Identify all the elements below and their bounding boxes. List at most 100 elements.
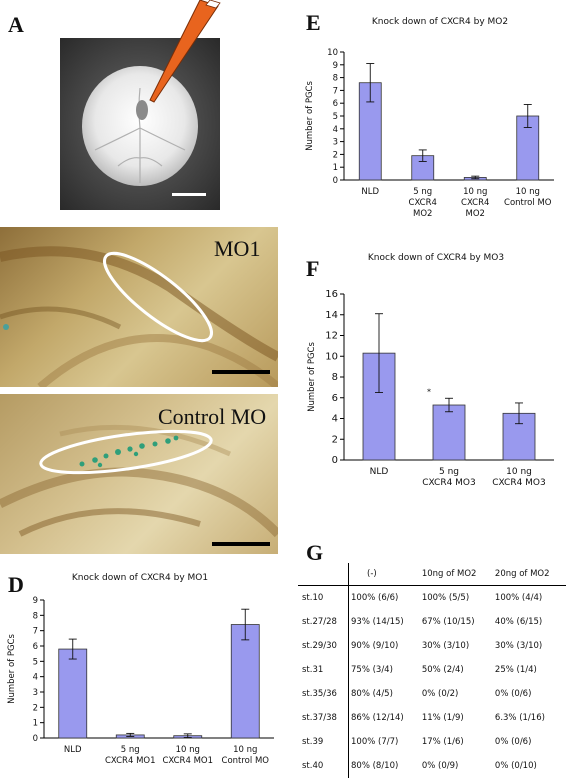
control-mo-label: Control MO — [158, 404, 267, 429]
bar — [230, 624, 260, 739]
scale-bar-b — [212, 370, 270, 374]
embryo-mo1-photo — [0, 227, 278, 387]
x-category-label: NLD — [370, 467, 389, 477]
y-tick-label: 8 — [33, 611, 38, 621]
panel-label-e: E — [306, 10, 321, 35]
table-cell: 0% (0/6) — [494, 689, 532, 699]
table-cell: 100% (7/7) — [351, 737, 399, 747]
x-category-label: MO2 — [413, 209, 432, 219]
table-row: st.35/36 80% (4/5) 0% (0/2) 0% (0/6) — [298, 682, 566, 706]
table-cell: 93% (14/15) — [351, 617, 404, 627]
chart-title: Knock down of CXCR4 by MO1 — [72, 573, 208, 583]
y-tick-label: 6 — [333, 99, 338, 109]
table-row: st.39 100% (7/7) 17% (1/6) 0% (0/6) — [298, 730, 566, 754]
y-tick-label: 4 — [333, 125, 338, 135]
x-category-label: 10 ng — [463, 187, 487, 197]
table-cell: 0% (0/6) — [494, 737, 532, 747]
table-cell: 90% (9/10) — [351, 641, 399, 651]
x-category-label: 5 ng — [413, 187, 432, 197]
table-cell: 100% (6/6) — [351, 593, 399, 603]
chart-title: Knock down of CXCR4 by MO3 — [368, 253, 504, 263]
y-tick-label: 10 — [325, 351, 338, 362]
table-cell: 0% (0/9) — [421, 761, 459, 771]
y-tick-label: 2 — [33, 703, 38, 713]
panel-label-f: F — [306, 256, 320, 281]
table-cell: 0% (0/2) — [421, 689, 459, 699]
table-header-cell: 10ng of MO2 — [419, 563, 493, 586]
table-cell: 0% (0/10) — [494, 761, 537, 771]
x-category-label: 10 ng — [176, 745, 200, 755]
x-category-label: 10 ng — [516, 187, 540, 197]
bar — [432, 404, 466, 461]
bar — [58, 648, 88, 739]
x-category-label: CXCR4 MO1 — [162, 756, 213, 766]
y-tick-label: 6 — [332, 393, 338, 404]
y-tick-label: 1 — [33, 719, 38, 729]
x-category-label: Control MO — [504, 198, 552, 208]
x-category-label: 5 ng — [121, 745, 140, 755]
y-tick-label: 3 — [333, 138, 338, 148]
panel-label-a: A — [8, 12, 24, 37]
x-category-label: CXCR4 MO3 — [422, 478, 476, 488]
stage-percentage-table: (-) 10ng of MO2 20ng of MO2 st.10 100% (6… — [298, 563, 566, 778]
y-axis-label: Number of PGCs — [7, 634, 17, 704]
y-axis-label: Number of PGCs — [305, 81, 315, 151]
x-category-label: 5 ng — [439, 467, 459, 477]
table-row: st.27/28 93% (14/15) 67% (10/15) 40% (6/15) — [298, 610, 566, 634]
embryo-control-mo-photo — [0, 394, 278, 554]
table-cell: st.29/30 — [298, 634, 349, 658]
table-cell: 100% (4/4) — [494, 593, 543, 603]
y-tick-label: 4 — [33, 673, 38, 683]
table-cell: st.27/28 — [298, 610, 349, 634]
y-tick-label: 5 — [33, 657, 38, 667]
table-row: st.10 100% (6/6) 100% (5/5) 100% (4/4) — [298, 585, 566, 610]
y-tick-label: 2 — [333, 150, 338, 160]
table-cell: 40% (6/15) — [494, 617, 543, 627]
table-cell: 100% (5/5) — [421, 593, 470, 603]
table-row: st.40 80% (8/10) 0% (0/9) 0% (0/10) — [298, 754, 566, 778]
table-header-cell: (-) — [348, 563, 420, 586]
y-tick-label: 1 — [333, 163, 338, 173]
y-axis-label: Number of PGCs — [307, 342, 317, 412]
panel-label-d: D — [8, 572, 24, 597]
y-tick-label: 10 — [327, 48, 338, 58]
table-header-cell — [298, 563, 349, 586]
y-tick-label: 7 — [333, 86, 338, 96]
table-cell: 86% (12/14) — [351, 713, 404, 723]
table-cell: st.40 — [298, 754, 349, 778]
mo1-label: MO1 — [214, 236, 261, 261]
x-category-label: MO2 — [466, 209, 485, 219]
table-cell: st.31 — [298, 658, 349, 682]
control-tissue-illustration — [0, 424, 278, 538]
y-tick-label: 7 — [33, 627, 38, 637]
y-tick-label: 14 — [325, 310, 338, 321]
chart-mo3-knockdown: Knock down of CXCR4 by MO3 Number of PGCs… — [307, 253, 554, 488]
y-tick-label: 9 — [33, 596, 38, 606]
x-category-label: 10 ng — [506, 467, 532, 477]
table-cell: st.10 — [298, 585, 349, 610]
x-category-label: CXCR4 MO3 — [492, 478, 546, 488]
table-cell: 80% (4/5) — [351, 689, 393, 699]
y-tick-label: 16 — [325, 289, 338, 300]
panel-label-g: G — [306, 540, 324, 565]
x-category-label: 10 ng — [233, 745, 257, 755]
table-row: st.29/30 90% (9/10) 30% (3/10) 30% (3/10) — [298, 634, 566, 658]
table-cell: 75% (3/4) — [351, 665, 393, 675]
y-tick-label: 4 — [332, 414, 338, 425]
chart-mo1-knockdown: Knock down of CXCR4 by MO1 Number of PGCs… — [7, 573, 274, 766]
scale-bar-c — [212, 542, 270, 546]
y-tick-label: 2 — [332, 434, 338, 445]
table-cell: 6.3% (1/16) — [494, 713, 545, 723]
table-cell: st.39 — [298, 730, 349, 754]
y-tick-label: 0 — [332, 455, 338, 466]
y-tick-label: 12 — [325, 331, 338, 342]
mo1-tissue-illustration — [0, 246, 278, 387]
table-cell: 11% (1/9) — [421, 713, 464, 723]
y-tick-label: 0 — [33, 734, 38, 744]
x-category-label: Control MO — [222, 756, 270, 766]
table-cell: st.37/38 — [298, 706, 349, 730]
table-cell: 67% (10/15) — [421, 617, 475, 627]
x-category-label: CXCR4 — [409, 198, 437, 208]
x-category-label: NLD — [361, 187, 379, 197]
table-cell: 50% (2/4) — [421, 665, 464, 675]
